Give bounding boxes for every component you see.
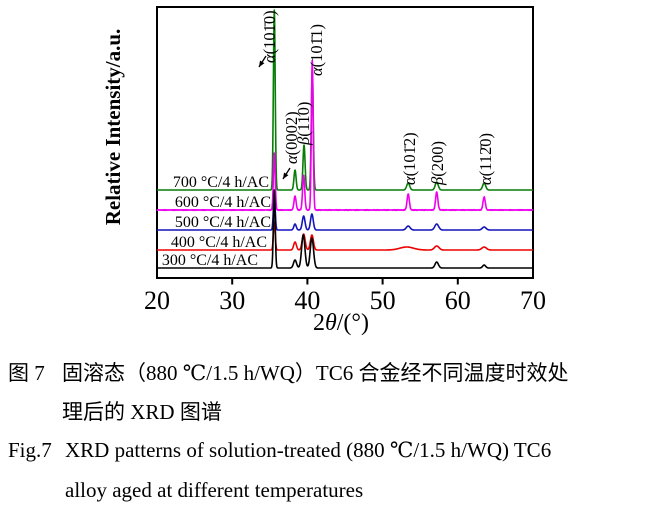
caption-en-line2: alloy aged at different temperatures xyxy=(65,478,364,502)
peak-label-alpha-1120: α(112̄0) xyxy=(476,133,495,185)
xrd-curve-700C xyxy=(156,9,534,191)
peak-label-beta-200: β(200) xyxy=(428,141,447,186)
peak-label-alpha-0002: α(0002) xyxy=(282,111,301,164)
xrd-curve-500C xyxy=(156,193,534,231)
peak-label-alpha-1011: α(101̄1) xyxy=(307,24,326,76)
x-tick-label: 50 xyxy=(370,286,396,315)
x-tick-label: 70 xyxy=(520,286,546,315)
caption-en-figno: Fig.7 xyxy=(8,438,52,462)
curve-label-700C: 700 °C/4 h/AC xyxy=(173,174,269,191)
xrd-curve-400C xyxy=(156,221,534,251)
peak-label-beta-110: β(110) xyxy=(294,102,313,146)
x-tick-label: 30 xyxy=(219,286,245,315)
plot-frame xyxy=(156,6,534,279)
caption-zh-figno: 图 7 xyxy=(8,361,45,385)
xrd-curve-600C xyxy=(156,59,534,212)
x-axis-title: 2θ/(°) xyxy=(313,310,369,336)
caption-zh-line1: 固溶态（880 ℃/1.5 h/WQ）TC6 合金经不同温度时效处 xyxy=(62,361,569,385)
xrd-curve-300C xyxy=(156,189,534,269)
curve-label-500C: 500 °C/4 h/AC xyxy=(175,214,271,231)
annotation-arrow-head xyxy=(259,60,265,67)
curve-label-400C: 400 °C/4 h/AC xyxy=(171,234,267,251)
y-axis-title: Relative Intensity/a.u. xyxy=(101,29,125,226)
x-tick-label: 40 xyxy=(294,286,320,315)
xrd-plot: 20 30 40 50 60 70 2θ/(°) Relative Intensity/a.u… xyxy=(101,6,546,336)
peak-label-alpha-1010: α(101̄0) xyxy=(260,10,279,63)
caption-zh-line2: 理后的 XRD 图谱 xyxy=(62,400,222,424)
peak-label-alpha-1012: α(101̄2) xyxy=(400,132,419,185)
caption-en-line1: XRD patterns of solution-treated (880 ℃/… xyxy=(65,438,552,462)
x-tick-label: 20 xyxy=(144,286,170,315)
x-tick-label: 60 xyxy=(445,286,471,315)
curve-label-600C: 600 °C/4 h/AC xyxy=(175,194,271,211)
curve-label-300C: 300 °C/4 h/AC xyxy=(162,252,258,269)
annotation-arrow-head xyxy=(283,172,289,179)
